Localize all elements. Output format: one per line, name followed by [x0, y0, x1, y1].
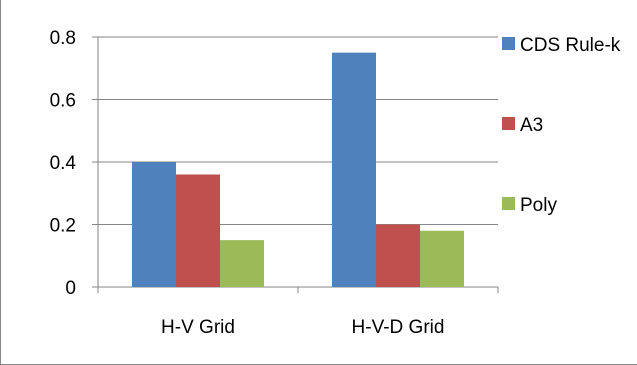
- y-tick-label: 0.6: [50, 91, 76, 112]
- legend-swatch: [502, 197, 515, 210]
- bar-a3-0: [176, 174, 220, 287]
- legend-swatch: [502, 37, 515, 50]
- x-tick-label: H-V-D Grid: [352, 317, 445, 338]
- y-tick-label: 0.8: [50, 28, 76, 49]
- y-tick-label: 0.2: [50, 216, 76, 237]
- bar-a3-1: [376, 224, 420, 287]
- y-tick-label: 0.4: [50, 153, 77, 174]
- bar-cds-rule-k-0: [132, 162, 176, 287]
- bar-poly-1: [420, 230, 464, 287]
- legend-swatch: [502, 117, 515, 130]
- legend-label: CDS Rule-k: [520, 35, 621, 56]
- bar-poly-0: [220, 240, 264, 287]
- legend-label: Poly: [520, 195, 557, 216]
- legend-label: A3: [520, 115, 543, 136]
- bar-cds-rule-k-1: [332, 52, 376, 287]
- x-tick-label: H-V Grid: [161, 317, 235, 338]
- y-tick-label: 0: [65, 278, 76, 299]
